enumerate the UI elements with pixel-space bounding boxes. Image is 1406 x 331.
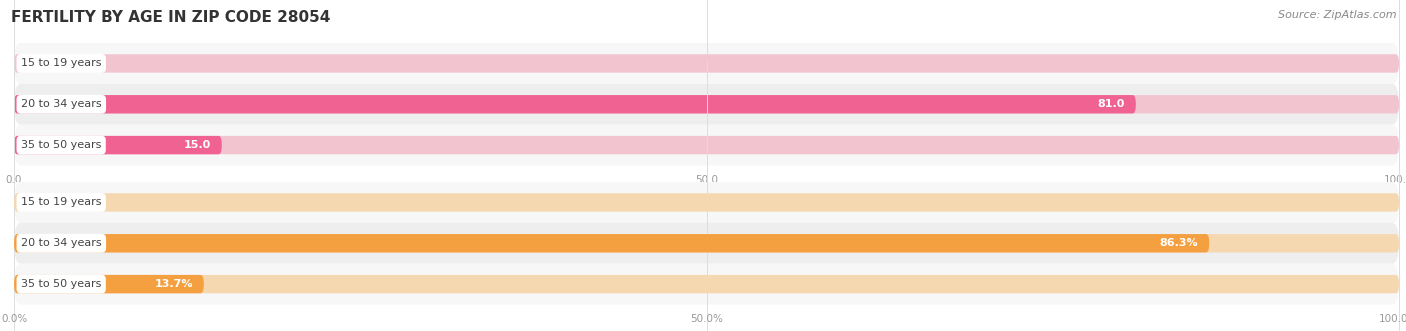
Text: 35 to 50 years: 35 to 50 years xyxy=(21,279,101,289)
FancyBboxPatch shape xyxy=(14,136,222,154)
FancyBboxPatch shape xyxy=(14,182,1399,223)
FancyBboxPatch shape xyxy=(14,275,204,293)
FancyBboxPatch shape xyxy=(14,275,1399,293)
Text: 20 to 34 years: 20 to 34 years xyxy=(21,99,101,109)
FancyBboxPatch shape xyxy=(14,223,1399,264)
Text: 35 to 50 years: 35 to 50 years xyxy=(21,140,101,150)
FancyBboxPatch shape xyxy=(14,234,1399,253)
FancyBboxPatch shape xyxy=(14,136,1399,154)
FancyBboxPatch shape xyxy=(14,193,1399,212)
Text: 86.3%: 86.3% xyxy=(1160,238,1198,248)
Text: 13.7%: 13.7% xyxy=(155,279,193,289)
Text: Source: ZipAtlas.com: Source: ZipAtlas.com xyxy=(1278,10,1396,20)
Text: 20 to 34 years: 20 to 34 years xyxy=(21,238,101,248)
Text: 0.0: 0.0 xyxy=(25,59,45,69)
FancyBboxPatch shape xyxy=(14,84,1399,125)
FancyBboxPatch shape xyxy=(14,234,1209,253)
FancyBboxPatch shape xyxy=(14,95,1399,114)
Text: 15 to 19 years: 15 to 19 years xyxy=(21,59,101,69)
FancyBboxPatch shape xyxy=(14,43,1399,84)
Text: 81.0: 81.0 xyxy=(1097,99,1125,109)
FancyBboxPatch shape xyxy=(14,125,1399,166)
Text: 15 to 19 years: 15 to 19 years xyxy=(21,198,101,208)
Text: FERTILITY BY AGE IN ZIP CODE 28054: FERTILITY BY AGE IN ZIP CODE 28054 xyxy=(11,10,330,25)
FancyBboxPatch shape xyxy=(14,95,1136,114)
Text: 0.0%: 0.0% xyxy=(25,198,56,208)
FancyBboxPatch shape xyxy=(14,264,1399,305)
FancyBboxPatch shape xyxy=(14,54,1399,72)
Text: 15.0: 15.0 xyxy=(183,140,211,150)
